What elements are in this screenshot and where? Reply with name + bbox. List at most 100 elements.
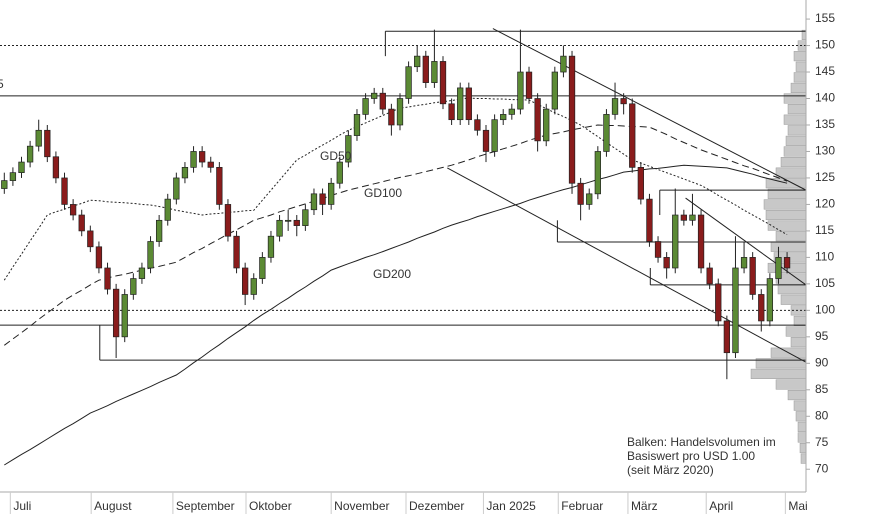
candle-body bbox=[233, 235, 240, 269]
candle-body bbox=[568, 55, 576, 184]
candle-body bbox=[414, 55, 421, 68]
candle-body bbox=[603, 114, 610, 152]
volume-bar bbox=[787, 390, 807, 401]
candle-body bbox=[362, 98, 369, 115]
candle-body bbox=[491, 119, 498, 152]
candle-body bbox=[620, 98, 627, 105]
candle-body bbox=[310, 193, 318, 211]
candle-body bbox=[517, 71, 524, 110]
ma-label: GD200 bbox=[373, 267, 411, 281]
x-tick-label: August bbox=[94, 499, 132, 513]
candle-body bbox=[551, 71, 558, 110]
candle-body bbox=[61, 177, 68, 205]
candle-body bbox=[732, 267, 739, 354]
candle-body bbox=[439, 61, 447, 105]
candle-body bbox=[1, 180, 8, 189]
volume-bar bbox=[793, 400, 807, 411]
volume-bar bbox=[799, 442, 807, 454]
level-line bbox=[685, 197, 807, 286]
candle-body bbox=[173, 177, 180, 200]
candle-body bbox=[78, 214, 85, 232]
volume-bar bbox=[775, 231, 807, 242]
ma-label: GD50 bbox=[320, 149, 352, 163]
candle-body bbox=[766, 278, 774, 322]
candle-body bbox=[689, 214, 696, 221]
candle-body bbox=[18, 161, 25, 174]
candle-body bbox=[379, 92, 386, 110]
y-tick-label: 135 bbox=[815, 117, 835, 131]
candle-body bbox=[69, 204, 77, 216]
candle-body bbox=[396, 98, 404, 126]
candle-body bbox=[740, 257, 748, 269]
y-tick-label: 95 bbox=[815, 329, 829, 343]
candle-body bbox=[405, 66, 412, 99]
y-tick-label: 75 bbox=[815, 435, 829, 449]
candle-body bbox=[293, 219, 300, 226]
candle-body bbox=[242, 267, 249, 295]
candle-body bbox=[431, 61, 438, 83]
ma-label: GD100 bbox=[364, 186, 402, 200]
candle-body bbox=[543, 108, 550, 142]
candle-body bbox=[336, 161, 343, 184]
candle-body bbox=[216, 167, 223, 205]
volume-bar bbox=[783, 114, 807, 125]
candle-body bbox=[775, 257, 782, 279]
candle-body bbox=[525, 71, 533, 99]
candle-body bbox=[783, 257, 791, 269]
candle-body bbox=[328, 182, 335, 205]
candle-body bbox=[181, 167, 189, 179]
volume-bar bbox=[797, 432, 807, 443]
candle-body bbox=[112, 288, 120, 338]
candle-body bbox=[500, 114, 507, 121]
candle-body bbox=[465, 87, 472, 121]
moving-average bbox=[4, 124, 788, 346]
candle-body bbox=[138, 267, 146, 279]
candle-body bbox=[637, 167, 644, 200]
candle-body bbox=[749, 257, 756, 295]
y-tick-label: 105 bbox=[815, 276, 835, 290]
candle-body bbox=[457, 87, 464, 121]
volume-bar bbox=[780, 294, 807, 305]
volume-bar bbox=[775, 167, 807, 178]
volume-bar bbox=[783, 93, 807, 104]
candle-body bbox=[482, 129, 490, 152]
volume-bar bbox=[787, 104, 807, 115]
candle-body bbox=[577, 182, 584, 205]
candle-body bbox=[654, 241, 662, 258]
note: Basiswert pro USD 1.00 bbox=[627, 449, 755, 463]
level-line bbox=[492, 28, 807, 191]
volume-bar bbox=[787, 125, 807, 136]
volume-bar bbox=[790, 82, 807, 93]
candle-body bbox=[155, 219, 163, 242]
volume-bar bbox=[765, 209, 807, 221]
candle-body bbox=[259, 257, 266, 279]
candle-body bbox=[319, 193, 326, 205]
volume-bar bbox=[763, 199, 807, 210]
y-tick-label: 125 bbox=[815, 170, 835, 184]
candle-body bbox=[611, 98, 619, 115]
candle-body bbox=[706, 267, 713, 285]
candle-body bbox=[758, 294, 765, 322]
candle-body bbox=[121, 294, 128, 338]
candle-body bbox=[250, 278, 257, 295]
candle-body bbox=[35, 129, 42, 147]
y-tick-label: 80 bbox=[815, 408, 829, 422]
y-tick-label: 70 bbox=[815, 461, 829, 475]
volume-bar bbox=[793, 72, 807, 83]
y-tick-label: 145 bbox=[815, 64, 835, 78]
candle-body bbox=[371, 92, 378, 99]
candle-body bbox=[95, 246, 103, 269]
level-line bbox=[447, 167, 807, 363]
candle-body bbox=[164, 198, 171, 221]
x-tick-label: Jan 2025 bbox=[486, 499, 536, 513]
volume-bar bbox=[793, 51, 807, 62]
candle-body bbox=[26, 145, 34, 163]
candle-body bbox=[422, 55, 429, 83]
y-tick-label: 155 bbox=[815, 11, 835, 25]
candle-body bbox=[629, 103, 636, 168]
volume-bar bbox=[770, 241, 807, 252]
x-tick-label: Oktober bbox=[249, 499, 292, 513]
volume-bar bbox=[795, 61, 807, 72]
candle-body bbox=[646, 198, 653, 242]
